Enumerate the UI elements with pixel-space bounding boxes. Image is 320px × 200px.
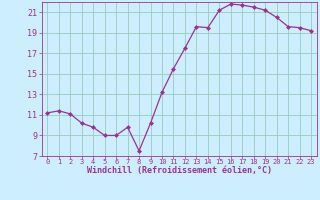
X-axis label: Windchill (Refroidissement éolien,°C): Windchill (Refroidissement éolien,°C) — [87, 166, 272, 175]
